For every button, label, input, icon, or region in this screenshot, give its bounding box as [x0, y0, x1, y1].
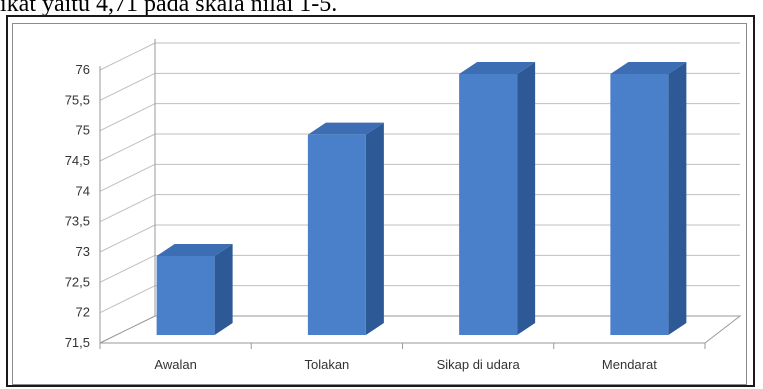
grid-diagonal-6	[99, 133, 156, 162]
bar-0	[156, 244, 233, 335]
y-tick-label-3: 73	[76, 244, 90, 259]
y-tick-label-7: 75	[76, 123, 90, 138]
bar-3	[610, 62, 687, 335]
y-tick-label-4: 73,5	[65, 214, 90, 229]
bar-front-1	[307, 134, 366, 335]
bar-2	[459, 62, 536, 335]
page-text-top: ikat yaitu 4,71 pada skala nilai 1-5.	[0, 0, 338, 17]
bars	[156, 62, 687, 336]
floor-plane	[99, 315, 742, 344]
y-tick-label-6: 74,5	[65, 153, 90, 168]
bar-front-3	[610, 74, 669, 335]
axes	[99, 39, 742, 349]
bar-top-3	[610, 62, 687, 74]
bar-1	[307, 122, 384, 336]
bar-side-1	[365, 122, 384, 336]
grid-diagonal-5	[99, 163, 156, 192]
bar-top-1	[307, 122, 384, 135]
bar-front-0	[156, 256, 215, 335]
grid-diagonal-1	[99, 285, 156, 314]
bar-top-2	[459, 62, 536, 74]
bar-side-2	[517, 62, 536, 335]
y-tick-label-8: 75,5	[65, 92, 90, 107]
bar-top-0	[156, 244, 233, 256]
y-tick-label-2: 72,5	[65, 274, 90, 289]
category-label-3: Mendarat	[602, 357, 657, 372]
category-label-2: Sikap di udara	[437, 357, 521, 372]
grid-diagonal-7	[99, 103, 156, 132]
y-tick-label-9: 76	[76, 62, 90, 77]
bar-front-2	[459, 74, 518, 335]
category-label-0: Awalan	[154, 357, 196, 372]
y-tick-label-0: 71,5	[65, 335, 90, 350]
y-tick-labels: 71,5 72 72,5 73 73,5 74 74,5 75 75,5 76	[65, 62, 90, 350]
category-label-1: Tolakan	[304, 357, 349, 372]
bar-side-0	[214, 244, 233, 335]
bar-side-3	[668, 62, 687, 335]
y-tick-label-5: 74	[76, 183, 90, 198]
category-labels: Awalan Tolakan Sikap di udara Mendarat	[154, 357, 657, 372]
grid-diagonal-3	[99, 224, 156, 253]
grid-diagonal-8	[99, 72, 156, 101]
y-tick-label-1: 72	[76, 305, 90, 320]
grid-diagonal-9	[99, 42, 156, 71]
grid-diagonal-2	[99, 254, 156, 283]
grid-diagonal-4	[99, 194, 156, 223]
